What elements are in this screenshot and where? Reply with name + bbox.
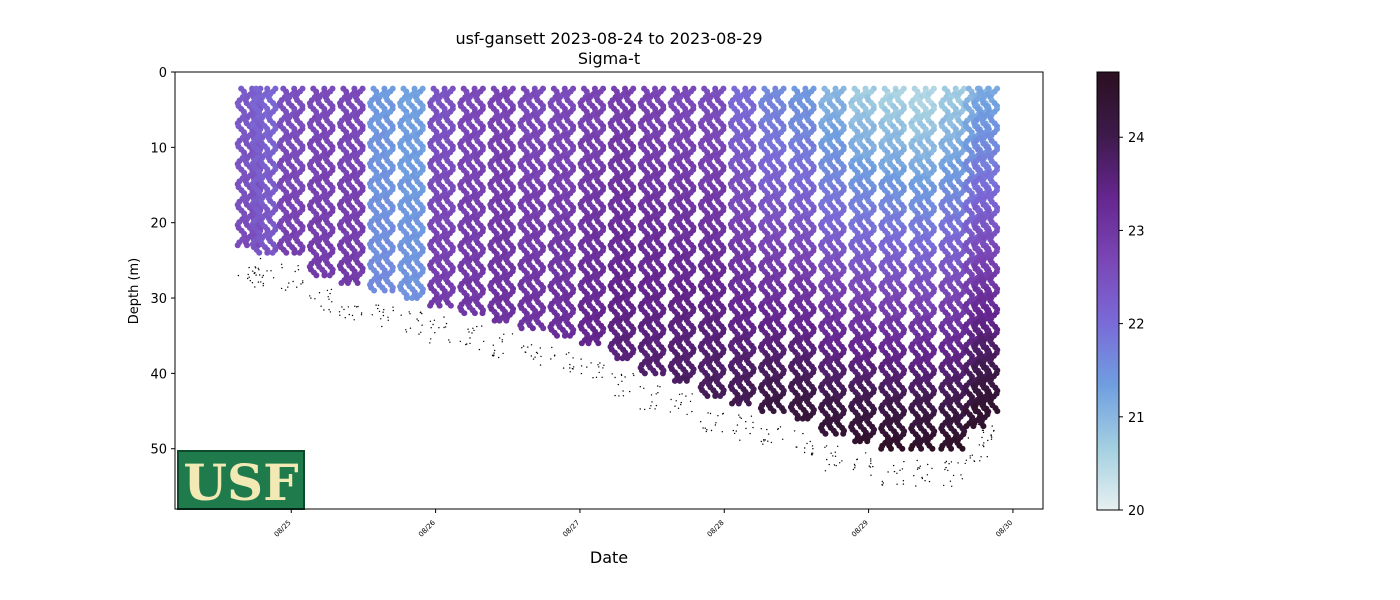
data-point bbox=[436, 302, 443, 309]
data-point bbox=[745, 400, 752, 407]
data-point bbox=[676, 377, 683, 384]
data-point bbox=[735, 400, 742, 407]
data-point bbox=[296, 249, 303, 256]
chart-subtitle: Sigma-t bbox=[578, 49, 640, 68]
data-point bbox=[354, 280, 361, 286]
data-point bbox=[729, 400, 735, 407]
data-point bbox=[234, 242, 241, 249]
data-point bbox=[244, 242, 250, 249]
data-point bbox=[659, 370, 666, 377]
data-point bbox=[264, 249, 271, 256]
data-point bbox=[540, 325, 547, 332]
scatter-points-group bbox=[234, 85, 1001, 452]
data-point bbox=[641, 370, 648, 377]
data-point bbox=[414, 295, 420, 301]
data-point bbox=[381, 287, 388, 294]
data-point bbox=[313, 272, 320, 279]
data-point bbox=[321, 272, 328, 279]
data-point bbox=[389, 287, 396, 294]
data-point bbox=[447, 302, 454, 309]
data-point bbox=[409, 295, 416, 301]
data-point bbox=[554, 332, 560, 339]
data-point bbox=[683, 377, 690, 384]
chart-title: usf-gansett 2023-08-24 to 2023-08-29 bbox=[455, 29, 762, 48]
data-point bbox=[652, 370, 659, 377]
data-point bbox=[461, 310, 468, 317]
data-point bbox=[529, 325, 536, 332]
data-point bbox=[344, 280, 351, 286]
data-point bbox=[595, 340, 602, 347]
data-point bbox=[614, 355, 621, 362]
data-point bbox=[479, 310, 486, 317]
data-point bbox=[578, 340, 585, 347]
data-point bbox=[503, 317, 510, 324]
data-point bbox=[585, 340, 592, 347]
data-point bbox=[780, 408, 787, 415]
data-point bbox=[624, 355, 631, 362]
data-point bbox=[291, 249, 298, 256]
data-point bbox=[471, 310, 478, 317]
data-point bbox=[496, 317, 503, 324]
data-point bbox=[256, 249, 263, 256]
data-point bbox=[704, 393, 711, 399]
data-point bbox=[567, 332, 573, 339]
data-point bbox=[717, 393, 724, 399]
data-point bbox=[518, 325, 525, 332]
data-point bbox=[794, 415, 801, 422]
data-point bbox=[283, 249, 290, 256]
data-point bbox=[403, 295, 410, 301]
data-point bbox=[759, 408, 766, 415]
data-point bbox=[371, 287, 378, 294]
data-point bbox=[770, 408, 777, 415]
data-point bbox=[269, 249, 276, 256]
data-point bbox=[338, 280, 345, 286]
data-point bbox=[427, 302, 434, 309]
data-point bbox=[326, 272, 333, 279]
data-point bbox=[491, 317, 498, 324]
